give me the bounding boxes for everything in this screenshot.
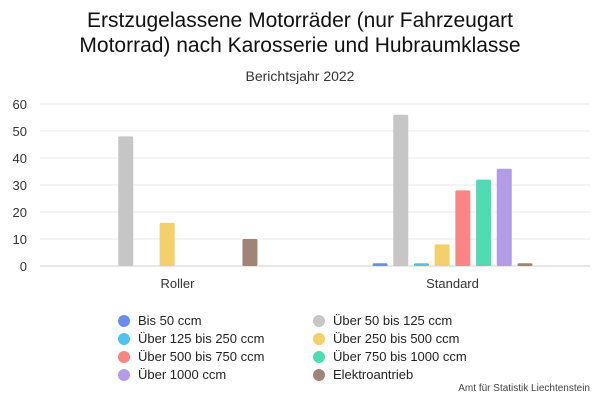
legend-swatch <box>313 332 325 345</box>
y-tick-label: 10 <box>13 232 27 247</box>
legend-item[interactable]: Elektroantrieb <box>313 366 508 383</box>
legend-swatch <box>313 314 325 327</box>
bar <box>372 263 388 266</box>
legend-item[interactable]: Bis 50 ccm <box>118 312 313 329</box>
bar <box>476 179 492 266</box>
legend-item[interactable]: Über 750 bis 1000 ccm <box>313 348 508 365</box>
x-tick-label: Roller <box>161 276 196 291</box>
bar <box>413 263 429 266</box>
bar <box>496 168 512 266</box>
y-tick-label: 30 <box>13 178 27 193</box>
y-tick-label: 50 <box>13 124 27 139</box>
bar <box>434 244 450 266</box>
legend-swatch <box>313 350 325 363</box>
y-tick-label: 60 <box>13 97 27 112</box>
legend-item[interactable]: Über 125 bis 250 ccm <box>118 330 313 347</box>
legend-item[interactable]: Über 250 bis 500 ccm <box>313 330 508 347</box>
y-tick-label: 40 <box>13 151 27 166</box>
chart-title-line-2: Motorrad) nach Karosserie und Hubraumkla… <box>79 34 521 57</box>
legend-swatch <box>313 368 325 381</box>
legend-label: Über 250 bis 500 ccm <box>333 331 460 346</box>
bar <box>159 222 175 266</box>
legend-label: Über 750 bis 1000 ccm <box>333 349 467 364</box>
legend-label: Über 500 bis 750 ccm <box>138 349 265 364</box>
y-tick-label: 0 <box>20 259 27 274</box>
legend-swatch <box>118 368 130 381</box>
chart-subtitle: Berichtsjahr 2022 <box>245 68 355 84</box>
legend-label: Elektroantrieb <box>333 367 414 382</box>
legend-swatch <box>118 332 130 345</box>
legend-label: Über 1000 ccm <box>138 367 227 382</box>
legend-label: Über 125 bis 250 ccm <box>138 331 265 346</box>
source-credit: Amt für Statistik Liechtenstein <box>458 383 590 394</box>
legend-item[interactable]: Über 50 bis 125 ccm <box>313 312 508 329</box>
chart-title: Erstzugelassene Motorräder (nur Fahrzeug… <box>0 8 600 58</box>
chart-title-line-1: Erstzugelassene Motorräder (nur Fahrzeug… <box>86 9 514 32</box>
chart-legend: Bis 50 ccm Über 50 bis 125 ccm Über 125 bi… <box>118 312 518 383</box>
bar <box>393 114 409 266</box>
legend-swatch <box>118 314 130 327</box>
y-tick-label: 20 <box>13 205 27 220</box>
legend-label: Über 50 bis 125 ccm <box>333 313 453 328</box>
legend-label: Bis 50 ccm <box>138 313 202 328</box>
legend-item[interactable]: Über 500 bis 750 ccm <box>118 348 313 365</box>
bar <box>517 263 533 266</box>
legend-item[interactable]: Über 1000 ccm <box>118 366 313 383</box>
legend-swatch <box>118 350 130 363</box>
bar <box>242 239 258 266</box>
bar <box>455 190 471 266</box>
x-tick-label: Standard <box>426 276 479 291</box>
bar <box>118 136 134 266</box>
